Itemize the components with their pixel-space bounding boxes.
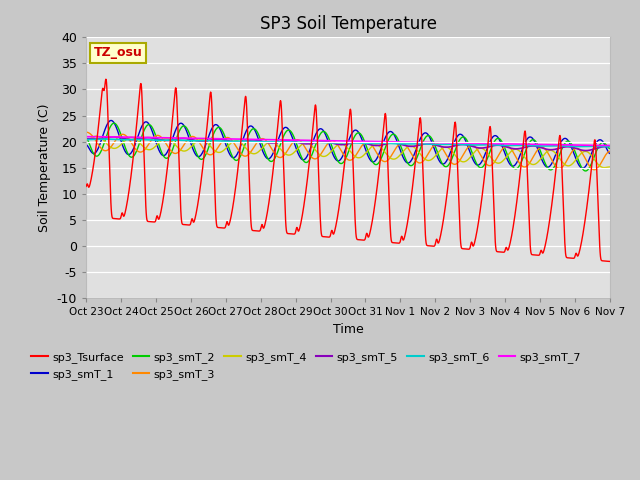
sp3_smT_7 — [257, 137, 265, 143]
sp3_smT_3 — [498, 147, 506, 153]
sp3_smT_3 — [83, 129, 90, 135]
sp3_smT_2 — [582, 168, 589, 174]
sp3_Tsurface — [83, 183, 90, 189]
sp3_smT_7 — [429, 140, 437, 145]
Line: sp3_smT_5: sp3_smT_5 — [86, 137, 610, 151]
sp3_smT_4 — [544, 148, 552, 154]
sp3_smT_4 — [606, 164, 614, 170]
sp3_smT_1 — [429, 144, 437, 149]
sp3_smT_4 — [186, 145, 194, 151]
sp3_Tsurface — [606, 259, 614, 264]
sp3_smT_5 — [544, 146, 552, 152]
sp3_smT_3 — [199, 145, 207, 151]
sp3_smT_3 — [429, 144, 437, 149]
sp3_smT_7 — [186, 135, 194, 141]
sp3_smT_4 — [258, 146, 266, 152]
sp3_smT_5 — [109, 134, 117, 140]
Line: sp3_Tsurface: sp3_Tsurface — [86, 79, 610, 262]
sp3_smT_6 — [186, 138, 194, 144]
sp3_smT_1 — [258, 145, 266, 151]
sp3_Tsurface — [186, 222, 194, 228]
sp3_Tsurface — [258, 222, 266, 228]
sp3_smT_2 — [606, 146, 614, 152]
sp3_Tsurface — [199, 163, 207, 168]
sp3_Tsurface — [544, 228, 552, 233]
sp3_smT_4 — [199, 137, 207, 143]
sp3_smT_5 — [606, 144, 614, 149]
sp3_smT_2 — [199, 156, 207, 162]
sp3_smT_3 — [544, 150, 552, 156]
sp3_smT_1 — [579, 166, 586, 171]
sp3_smT_6 — [100, 136, 108, 142]
sp3_Tsurface — [102, 76, 109, 82]
sp3_smT_5 — [498, 143, 506, 148]
sp3_smT_5 — [582, 148, 589, 154]
sp3_smT_1 — [606, 151, 614, 156]
sp3_smT_1 — [108, 118, 115, 123]
Line: sp3_smT_1: sp3_smT_1 — [86, 120, 610, 168]
sp3_smT_6 — [83, 137, 90, 143]
sp3_smT_2 — [498, 139, 506, 144]
sp3_smT_6 — [199, 138, 207, 144]
sp3_smT_1 — [498, 142, 506, 148]
sp3_smT_2 — [110, 120, 118, 126]
Line: sp3_smT_7: sp3_smT_7 — [86, 137, 610, 145]
Line: sp3_smT_2: sp3_smT_2 — [86, 123, 610, 171]
sp3_smT_4 — [83, 137, 90, 143]
sp3_smT_7 — [544, 142, 552, 147]
Y-axis label: Soil Temperature (C): Soil Temperature (C) — [38, 103, 51, 232]
sp3_smT_2 — [429, 139, 437, 144]
sp3_smT_6 — [606, 144, 614, 150]
sp3_smT_4 — [92, 133, 100, 139]
sp3_smT_5 — [258, 138, 266, 144]
sp3_smT_6 — [544, 143, 552, 149]
Title: SP3 Soil Temperature: SP3 Soil Temperature — [260, 15, 436, 33]
sp3_smT_6 — [258, 139, 266, 144]
sp3_smT_1 — [186, 139, 194, 144]
sp3_smT_7 — [606, 143, 614, 148]
Line: sp3_smT_4: sp3_smT_4 — [86, 136, 610, 168]
Line: sp3_smT_3: sp3_smT_3 — [86, 132, 610, 170]
sp3_smT_5 — [429, 142, 437, 147]
Line: sp3_smT_6: sp3_smT_6 — [86, 139, 610, 147]
sp3_Tsurface — [429, 243, 437, 249]
sp3_smT_1 — [83, 142, 90, 148]
sp3_smT_7 — [498, 141, 506, 147]
sp3_smT_2 — [83, 135, 90, 141]
sp3_smT_5 — [186, 136, 194, 142]
sp3_smT_4 — [429, 155, 437, 161]
sp3_smT_1 — [199, 149, 207, 155]
sp3_smT_3 — [606, 148, 614, 154]
sp3_smT_2 — [544, 166, 552, 171]
sp3_smT_6 — [429, 142, 437, 147]
sp3_smT_6 — [498, 143, 506, 148]
sp3_smT_3 — [591, 167, 598, 173]
sp3_smT_1 — [544, 164, 552, 170]
Text: TZ_osu: TZ_osu — [94, 47, 143, 60]
sp3_smT_3 — [186, 134, 194, 140]
sp3_smT_4 — [600, 165, 608, 170]
Legend: sp3_Tsurface, sp3_smT_1, sp3_smT_2, sp3_smT_3, sp3_smT_4, sp3_smT_5, sp3_smT_6, : sp3_Tsurface, sp3_smT_1, sp3_smT_2, sp3_… — [27, 348, 586, 384]
sp3_smT_4 — [498, 159, 506, 165]
sp3_smT_7 — [199, 135, 207, 141]
sp3_smT_2 — [186, 133, 194, 139]
sp3_smT_5 — [83, 136, 90, 142]
X-axis label: Time: Time — [333, 323, 364, 336]
sp3_smT_2 — [258, 140, 266, 145]
sp3_Tsurface — [498, 249, 506, 255]
sp3_smT_5 — [199, 138, 207, 144]
sp3_smT_7 — [83, 134, 90, 140]
sp3_smT_3 — [257, 136, 265, 142]
